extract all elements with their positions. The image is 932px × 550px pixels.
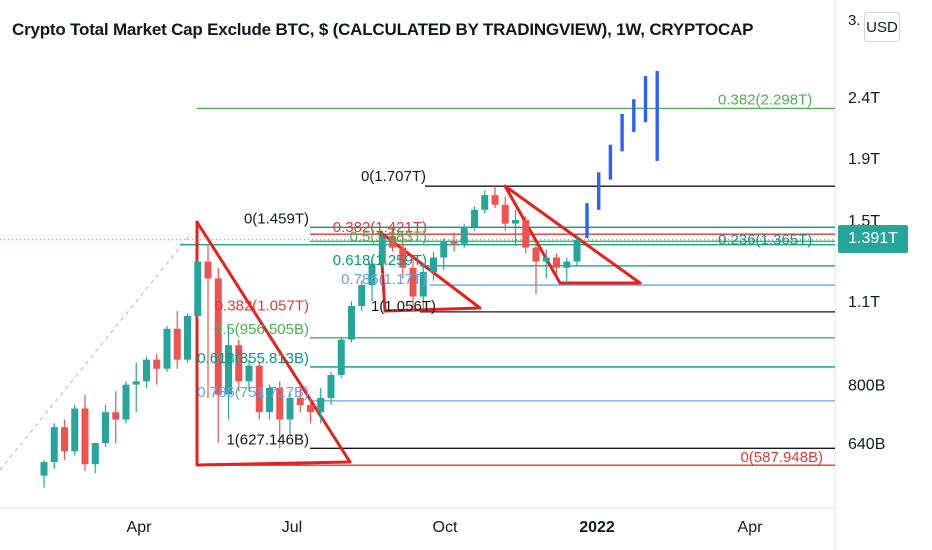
fib-level-label: 0.618(855.813B) [197,350,309,367]
candle-body [512,220,519,224]
candle-body [266,387,273,413]
fib-level-label: 0(1.459T) [244,210,309,227]
candle-body [286,398,294,420]
projection-bars [585,71,659,239]
fib-level-label: 0.5(956.505B) [214,321,309,338]
candle-body [61,427,68,452]
time-axis-label: 2022 [579,519,615,536]
candle-body [378,236,386,264]
candle-body [81,408,89,465]
last-price-tag: 1.391T [838,225,908,253]
fib-level-label: 0.786(751.717B) [197,384,309,401]
candle-body [50,427,58,463]
price-axis-label: 1.9T [848,151,880,168]
price-axis-label: 1.1T [848,294,880,311]
candle-body [553,257,560,268]
price-axis-label: 2.4T [848,90,880,107]
fib-level-label: 0.382(2.298T) [718,91,812,108]
fib-level-label: 0.382(1.057T) [215,298,309,315]
candle-body [40,462,48,476]
candle-body [481,195,489,210]
candle-body [204,261,212,279]
candle-body [71,408,79,452]
candle-body [112,412,120,420]
price-axis-label: 800B [848,378,885,395]
candle-body [143,359,150,382]
candle-body [399,247,407,268]
candle-body [214,278,222,395]
price-axis-label: 640B [848,436,885,453]
fib-labels: 0.382(2.298T) 0(1.707T) 0(1.459T) 0.382(1.4… [197,91,823,466]
fib-level-label: 0.786(1.17T) [341,271,427,288]
candle-body [122,384,130,420]
fib-level-label: 0(1.707T) [361,168,426,185]
grid-lines [0,0,836,550]
fib-level-label: 0(587.948B) [740,449,823,466]
candle-body [327,374,335,399]
candle-body [132,381,140,385]
candle-body [337,339,345,375]
candle-body [491,195,499,205]
fib-levels [180,107,835,466]
candle-body [532,247,540,262]
candle-body [317,398,325,413]
fib-level-label: 0.382(1.421T) [333,219,427,236]
currency-button[interactable]: USD [864,12,900,42]
dashed-trend-line [0,234,191,471]
candle-body [460,227,468,244]
time-axis-label: Apr [127,519,153,536]
candle-body [173,328,181,360]
candle-body [225,345,232,395]
fib-level-label: 0.618(1.259T) [333,252,427,269]
candle-body [307,404,314,413]
candle-body [368,263,376,286]
time-axis-label: Apr [738,519,764,536]
candle-body [255,365,263,413]
candle-body [102,412,109,443]
candle-body [450,241,458,244]
candle-body [358,285,366,307]
candle-body [501,204,509,224]
candle-body [348,306,355,340]
candle-body [235,345,243,382]
fib-level-label: 0.236(1.365T) [718,232,812,249]
candle-body [245,365,253,382]
candle-body [573,239,581,262]
candle-body [409,267,417,297]
fib-level-label: 1(1.056T) [371,298,436,315]
candle-body [91,443,99,465]
candle-body [163,328,171,369]
candle-body [389,236,396,248]
candle-body [153,359,161,369]
candle-body [542,257,550,262]
candle-body [194,261,202,316]
candle-body [184,315,191,360]
triangle-pattern [195,220,352,467]
time-axis-label: Jul [282,519,302,536]
time-axis-label: Oct [433,519,458,536]
candle-body [522,220,530,248]
triangle-pattern [503,184,642,285]
chart-title: Crypto Total Market Cap Exclude BTC, $ (… [12,20,754,39]
fib-level-label: 0.5(1.383T) [349,228,427,245]
candle-body [563,261,571,268]
candles [40,186,581,488]
candle-body [419,271,427,297]
candle-body [471,209,478,228]
candle-body [430,257,437,272]
candle-body [296,398,304,405]
fib-level-label: 1(627.146B) [226,431,309,448]
candle-body [440,241,448,258]
price-axis-top-label: 3. [848,12,861,29]
candle-body [276,387,284,420]
